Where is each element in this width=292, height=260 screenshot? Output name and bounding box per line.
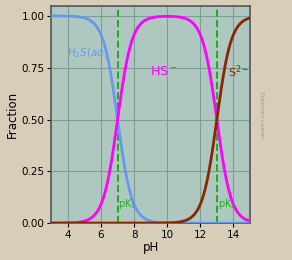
Text: pK$_2$: pK$_2$ [218,197,236,211]
Text: Stephen Lower: Stephen Lower [259,91,264,138]
Text: S$^{2-}$: S$^{2-}$ [228,63,249,80]
Text: H$_2$S$(aq)$: H$_2$S$(aq)$ [67,46,109,60]
Text: HS$^-$: HS$^-$ [150,65,178,78]
X-axis label: pH: pH [142,242,159,255]
Y-axis label: Fraction: Fraction [6,91,19,138]
Text: pK$_1$: pK$_1$ [118,197,137,211]
